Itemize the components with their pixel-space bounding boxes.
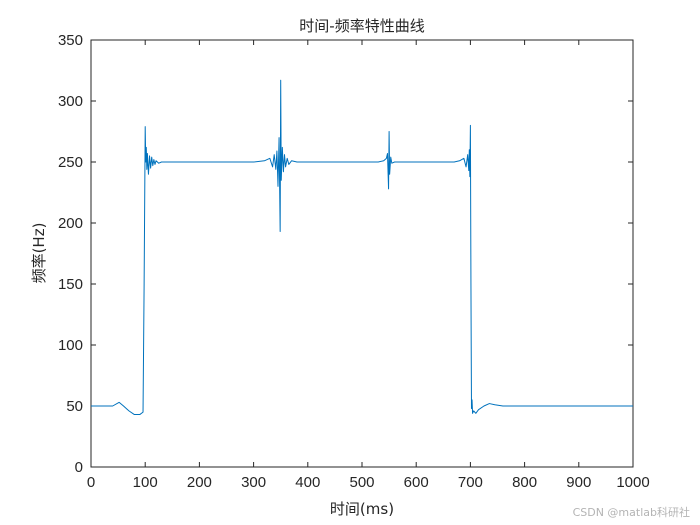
x-tick-label: 500	[349, 474, 374, 491]
watermark: CSDN @matlab科研社	[573, 505, 690, 519]
x-tick-label: 600	[404, 474, 429, 491]
x-tick-label: 700	[458, 474, 483, 491]
x-tick-label: 200	[187, 474, 212, 491]
y-tick-label: 350	[58, 32, 83, 49]
y-tick-label: 250	[58, 154, 83, 171]
x-axis-title: 时间(ms)	[330, 500, 394, 518]
y-tick-label: 200	[58, 215, 83, 232]
y-tick-label: 100	[58, 337, 83, 354]
y-tick-label: 50	[66, 398, 83, 415]
y-tick-label: 300	[58, 93, 83, 110]
x-tick-label: 1000	[616, 474, 649, 491]
x-tick-label: 800	[512, 474, 537, 491]
x-tick-label: 100	[133, 474, 158, 491]
y-tick-label: 0	[75, 459, 83, 476]
x-tick-label: 400	[295, 474, 320, 491]
x-tick-label: 0	[87, 474, 95, 491]
plot-area	[91, 40, 633, 467]
chart-title: 时间-频率特性曲线	[299, 17, 424, 35]
x-tick-label: 900	[566, 474, 591, 491]
y-axis-title: 频率(Hz)	[30, 223, 48, 284]
x-tick-label: 300	[241, 474, 266, 491]
y-tick-label: 150	[58, 276, 83, 293]
